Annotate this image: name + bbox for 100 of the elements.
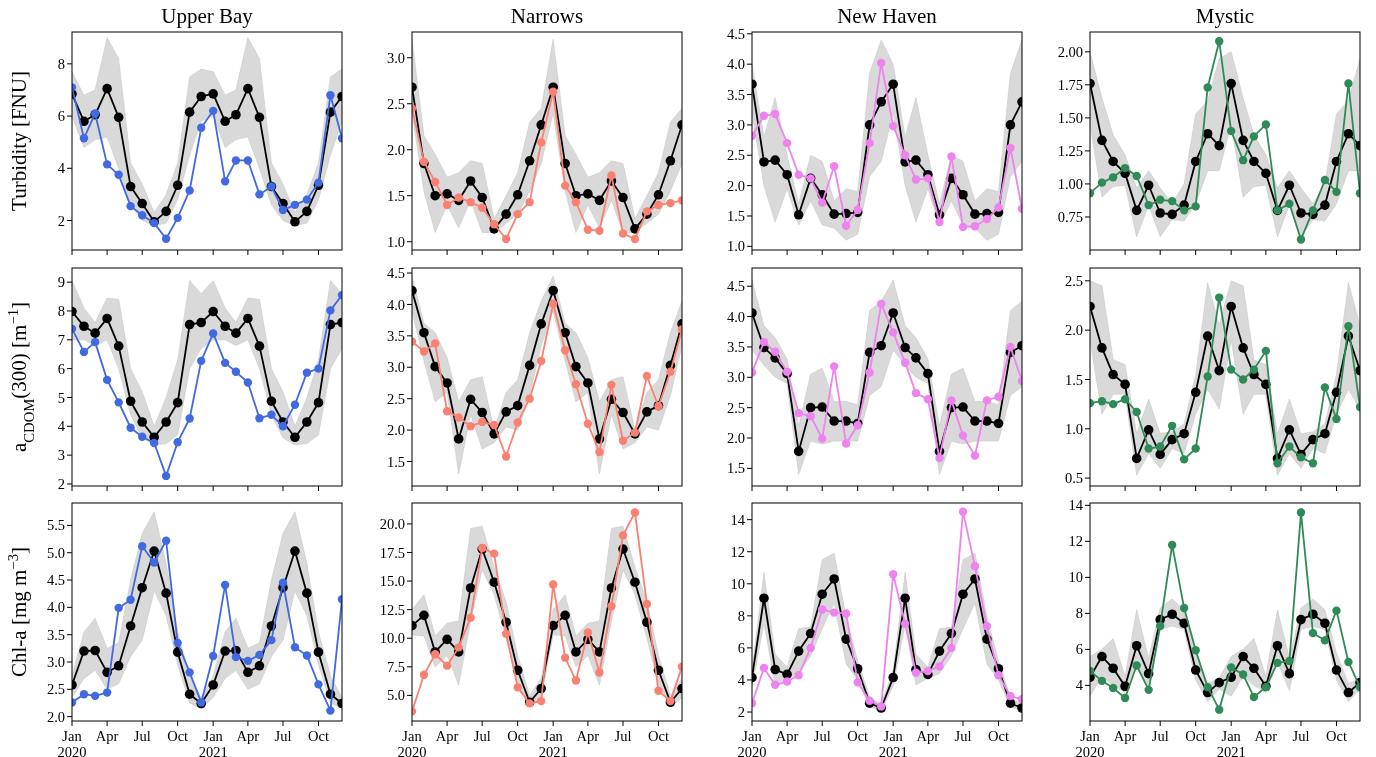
x-tick-label: Apr [576,728,600,744]
y-tick-label: 2.5 [46,681,65,698]
y-tick-label: 6 [1075,641,1083,658]
y-tick-label: 10 [1068,569,1083,586]
x-tick-label: Oct [847,728,869,744]
x-tick-label: Jul [1151,728,1169,744]
y-tick-label: 2.5 [726,147,745,164]
y-tick-label: 2.5 [726,399,745,416]
y-tick-label: 12.5 [379,601,405,618]
y-tick-label: 4.0 [726,56,745,73]
x-tick-label: Oct [1185,728,1207,744]
x-tick-label: Jul [133,728,151,744]
y-tick-label: 1.5 [726,208,745,225]
y-tick-label: 4.5 [46,572,65,589]
y-tick-label: 7.5 [386,658,405,675]
x-tick-label: Apr [916,728,940,744]
chart-title: Upper Bay [161,4,254,28]
y-tick-label: 2.0 [1064,322,1083,339]
y-tick-label: 2.5 [386,390,405,407]
y-tick-label: 2.0 [726,177,745,194]
x-tick-label: Apr [236,728,260,744]
x-tick-label: Jul [954,728,972,744]
y-tick-label: 3.0 [386,359,405,376]
y-tick-label: 17.5 [379,544,405,561]
y-tick-label: 3.0 [46,654,65,671]
x-tick-label: Oct [988,728,1009,744]
x-tick-label: Jul [1292,728,1310,744]
y-tick-label: 3 [57,447,65,464]
y-tick-label: 5 [57,389,65,406]
y-tick-label: 5.0 [46,544,65,561]
y-tick-label: 1.5 [1064,371,1083,388]
y-tick-label: 14 [1068,497,1084,514]
y-tick-label: 4.5 [726,278,745,295]
y-tick-label: 6 [57,360,65,377]
x-tick-label: Oct [507,728,529,744]
y-tick-label: 8 [57,55,65,72]
y-tick-label: 2 [57,476,65,493]
y-tick-label: 9 [57,274,65,291]
x-tick-label: Jan 2021 [538,728,568,757]
y-tick-label: 15.0 [379,573,405,590]
x-tick-label: Apr [1113,728,1137,744]
y-tick-label: 3.5 [726,86,745,103]
y-tick-label: 10.0 [379,630,405,647]
y-tick-label: 4 [1075,677,1084,694]
y-tick-label: 2.0 [386,422,405,439]
y-tick-label: 6 [737,639,745,656]
x-tick-label: Oct [167,728,189,744]
x-tick-label: Jan 2020 [737,728,767,757]
x-tick-label: Apr [1254,728,1278,744]
x-tick-label: Jan 2021 [878,728,908,757]
y-tick-label: 5.0 [386,687,405,704]
y-axis-title: Turbidity [FNU] [7,71,31,211]
y-tick-label: 1.25 [1057,142,1083,159]
y-tick-label: 12 [730,543,745,560]
y-tick-label: 8 [1075,605,1083,622]
y-tick-label: 10 [730,575,745,592]
x-tick-label: Apr [95,728,119,744]
y-tick-label: 2 [737,704,745,721]
y-tick-label: 1.5 [726,460,745,477]
x-tick-label: Apr [775,728,799,744]
y-tick-label: 4.5 [386,265,405,282]
y-tick-label: 4.0 [726,308,745,325]
x-tick-label: Apr [435,728,459,744]
y-tick-label: 1.50 [1057,109,1083,126]
y-tick-label: 7 [57,331,65,348]
y-tick-label: 4 [737,672,746,689]
y-tick-label: 1.0 [386,233,405,250]
y-tick-label: 0.5 [1064,470,1083,487]
x-tick-label: Jul [473,728,491,744]
y-tick-label: 4 [57,160,66,177]
y-tick-label: 2.0 [726,430,745,447]
y-tick-label: 20.0 [379,515,405,532]
y-tick-label: 5.5 [46,517,65,534]
y-tick-label: 2.5 [1064,272,1083,289]
y-tick-label: 8 [737,607,745,624]
y-tick-label: 8 [57,303,65,320]
y-tick-label: 3.0 [726,116,745,133]
x-tick-label: Jan 2020 [397,728,427,757]
chart-title: New Haven [837,4,938,28]
y-tick-label: 4.0 [46,599,65,616]
y-tick-label: 3.5 [726,339,745,356]
y-tick-label: 1.5 [386,187,405,204]
y-tick-label: 2.0 [46,708,65,725]
y-tick-label: 2.00 [1057,43,1083,60]
y-tick-label: 3.5 [386,327,405,344]
y-tick-label: 1.0 [726,238,745,255]
x-tick-label: Jul [614,728,632,744]
y-tick-label: 1.75 [1057,76,1083,93]
chart-title: Mystic [1195,4,1255,28]
y-tick-label: 14 [730,511,746,528]
y-tick-label: 12 [1068,533,1083,550]
y-tick-label: 1.5 [386,453,405,470]
y-tick-label: 4 [57,418,66,435]
y-tick-label: 3.5 [46,626,65,643]
y-tick-label: 6 [57,108,65,125]
x-tick-label: Oct [1326,728,1347,744]
y-tick-label: 3.0 [386,49,405,66]
y-tick-label: 2.0 [386,141,405,158]
y-tick-label: 4.5 [726,25,745,42]
x-tick-label: Jan 2020 [57,728,87,757]
